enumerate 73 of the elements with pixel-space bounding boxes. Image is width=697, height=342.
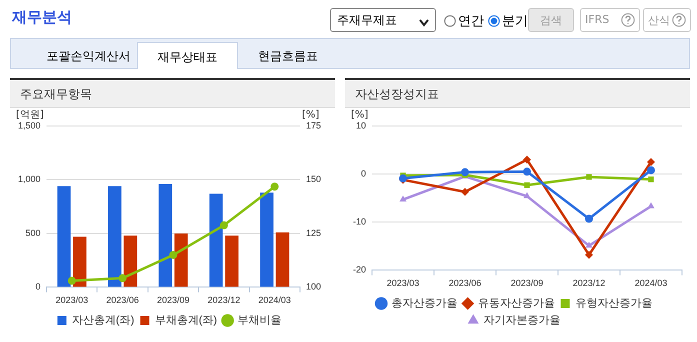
y-tick-label: 1,000 — [18, 174, 41, 184]
x-tick-label: 2023/03 — [56, 295, 88, 306]
bar — [158, 184, 172, 287]
text: 주재무제표 — [337, 13, 397, 27]
point — [169, 250, 178, 259]
x-tick-label: 2023/09 — [156, 295, 190, 306]
bar — [57, 186, 71, 287]
point — [647, 158, 655, 166]
y-tick-label: -10 — [352, 216, 366, 227]
y2-tick-label: 100 — [306, 282, 322, 292]
point — [68, 276, 76, 285]
point — [400, 196, 406, 202]
text: 검색 — [528, 8, 574, 32]
point — [118, 274, 127, 282]
x-tick-label: 2023/09 — [510, 278, 544, 288]
y-tick-label: -20 — [352, 264, 366, 275]
bar — [209, 194, 223, 287]
bar — [276, 232, 290, 287]
bar — [174, 233, 188, 287]
bar — [260, 192, 274, 287]
chart-title: 주요재무항목 — [10, 80, 335, 108]
point — [648, 176, 654, 182]
point — [523, 156, 532, 164]
point — [461, 188, 470, 196]
point — [585, 214, 594, 223]
y2-tick-label: 150 — [306, 174, 322, 184]
point — [586, 174, 592, 180]
x-tick-label: 2023/03 — [386, 278, 420, 288]
point — [586, 242, 592, 248]
bar — [108, 186, 122, 287]
y2-axis-title: [%] — [302, 110, 320, 121]
text: IFRS — [585, 13, 610, 26]
point — [270, 182, 279, 191]
chart-title: 자산성장성지표 — [345, 80, 690, 108]
y-axis-title: [%] — [351, 110, 368, 121]
text: 산식 — [648, 14, 670, 27]
bar — [73, 236, 86, 287]
legend-label: 부채비율 — [238, 314, 282, 327]
y-axis-title: [억원] — [16, 110, 44, 121]
legend-label: 자산총계(좌) — [72, 314, 134, 327]
legend-label: 자기자본증가율 — [483, 314, 560, 327]
point — [648, 202, 654, 208]
text: 분기 — [502, 14, 528, 29]
point — [523, 168, 532, 176]
x-tick-label: 2023/06 — [448, 278, 482, 288]
point — [220, 221, 228, 230]
x-tick-label: 2024/03 — [258, 295, 291, 306]
x-tick-label: 2023/06 — [106, 295, 139, 306]
bar — [124, 236, 138, 287]
y-tick-label: 0 — [360, 168, 366, 179]
legend-label: 총자산증가율 — [391, 298, 458, 310]
x-tick-label: 2023/12 — [572, 278, 606, 288]
bar — [225, 236, 238, 287]
text: 현금흐름표 — [257, 48, 319, 65]
text: 재무상태표 — [137, 42, 238, 69]
x-tick-label: 2023/12 — [208, 295, 240, 306]
text: 재무분석 — [12, 8, 72, 27]
legend-label: 부채총계(좌) — [154, 314, 218, 327]
x-tick-label: 2024/03 — [634, 278, 668, 288]
text: 연간 — [458, 14, 484, 29]
y2-tick-label: 125 — [306, 228, 322, 238]
y-tick-label: 0 — [36, 282, 41, 292]
point — [585, 250, 594, 259]
y-tick-label: 500 — [25, 228, 41, 238]
point — [524, 182, 530, 188]
point — [647, 166, 655, 174]
y-tick-label: 1,500 — [18, 120, 41, 130]
text: 포괄손익계산서 — [46, 48, 132, 65]
point — [524, 192, 530, 198]
y-tick-label: 10 — [356, 120, 366, 130]
legend-label: 유동자산증가율 — [478, 298, 555, 310]
y2-tick-label: 175 — [306, 120, 322, 130]
legend-label: 유형자산증가율 — [575, 298, 652, 310]
